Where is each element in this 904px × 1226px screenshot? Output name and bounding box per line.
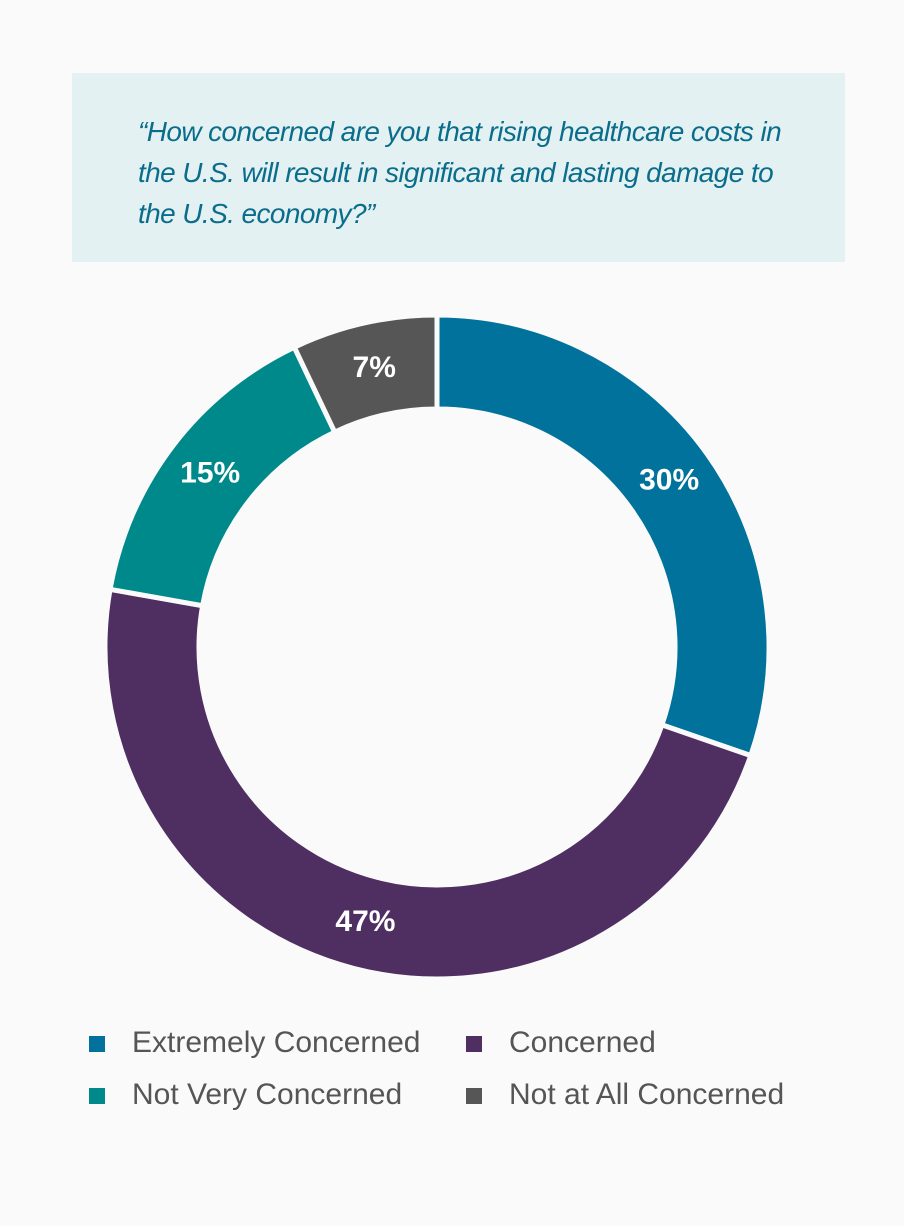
value-label: 47%	[335, 905, 395, 938]
value-label: 7%	[353, 351, 396, 384]
legend-label: Not Very Concerned	[132, 1078, 402, 1111]
legend-label: Extremely Concerned	[132, 1026, 420, 1059]
legend-swatch	[89, 1036, 105, 1052]
donut-slice	[102, 586, 754, 982]
legend-swatch	[89, 1088, 105, 1104]
legend-label: Not at All Concerned	[509, 1078, 784, 1111]
legend-swatch	[466, 1036, 482, 1052]
title-box: “How concerned are you that rising healt…	[72, 73, 845, 262]
legend-swatch	[466, 1088, 482, 1104]
value-label: 30%	[639, 464, 699, 497]
value-label: 15%	[180, 456, 240, 489]
donut-slice	[290, 312, 440, 436]
chart-title: “How concerned are you that rising healt…	[138, 116, 782, 229]
donut-slice	[434, 312, 772, 759]
legend-label: Concerned	[509, 1026, 656, 1059]
